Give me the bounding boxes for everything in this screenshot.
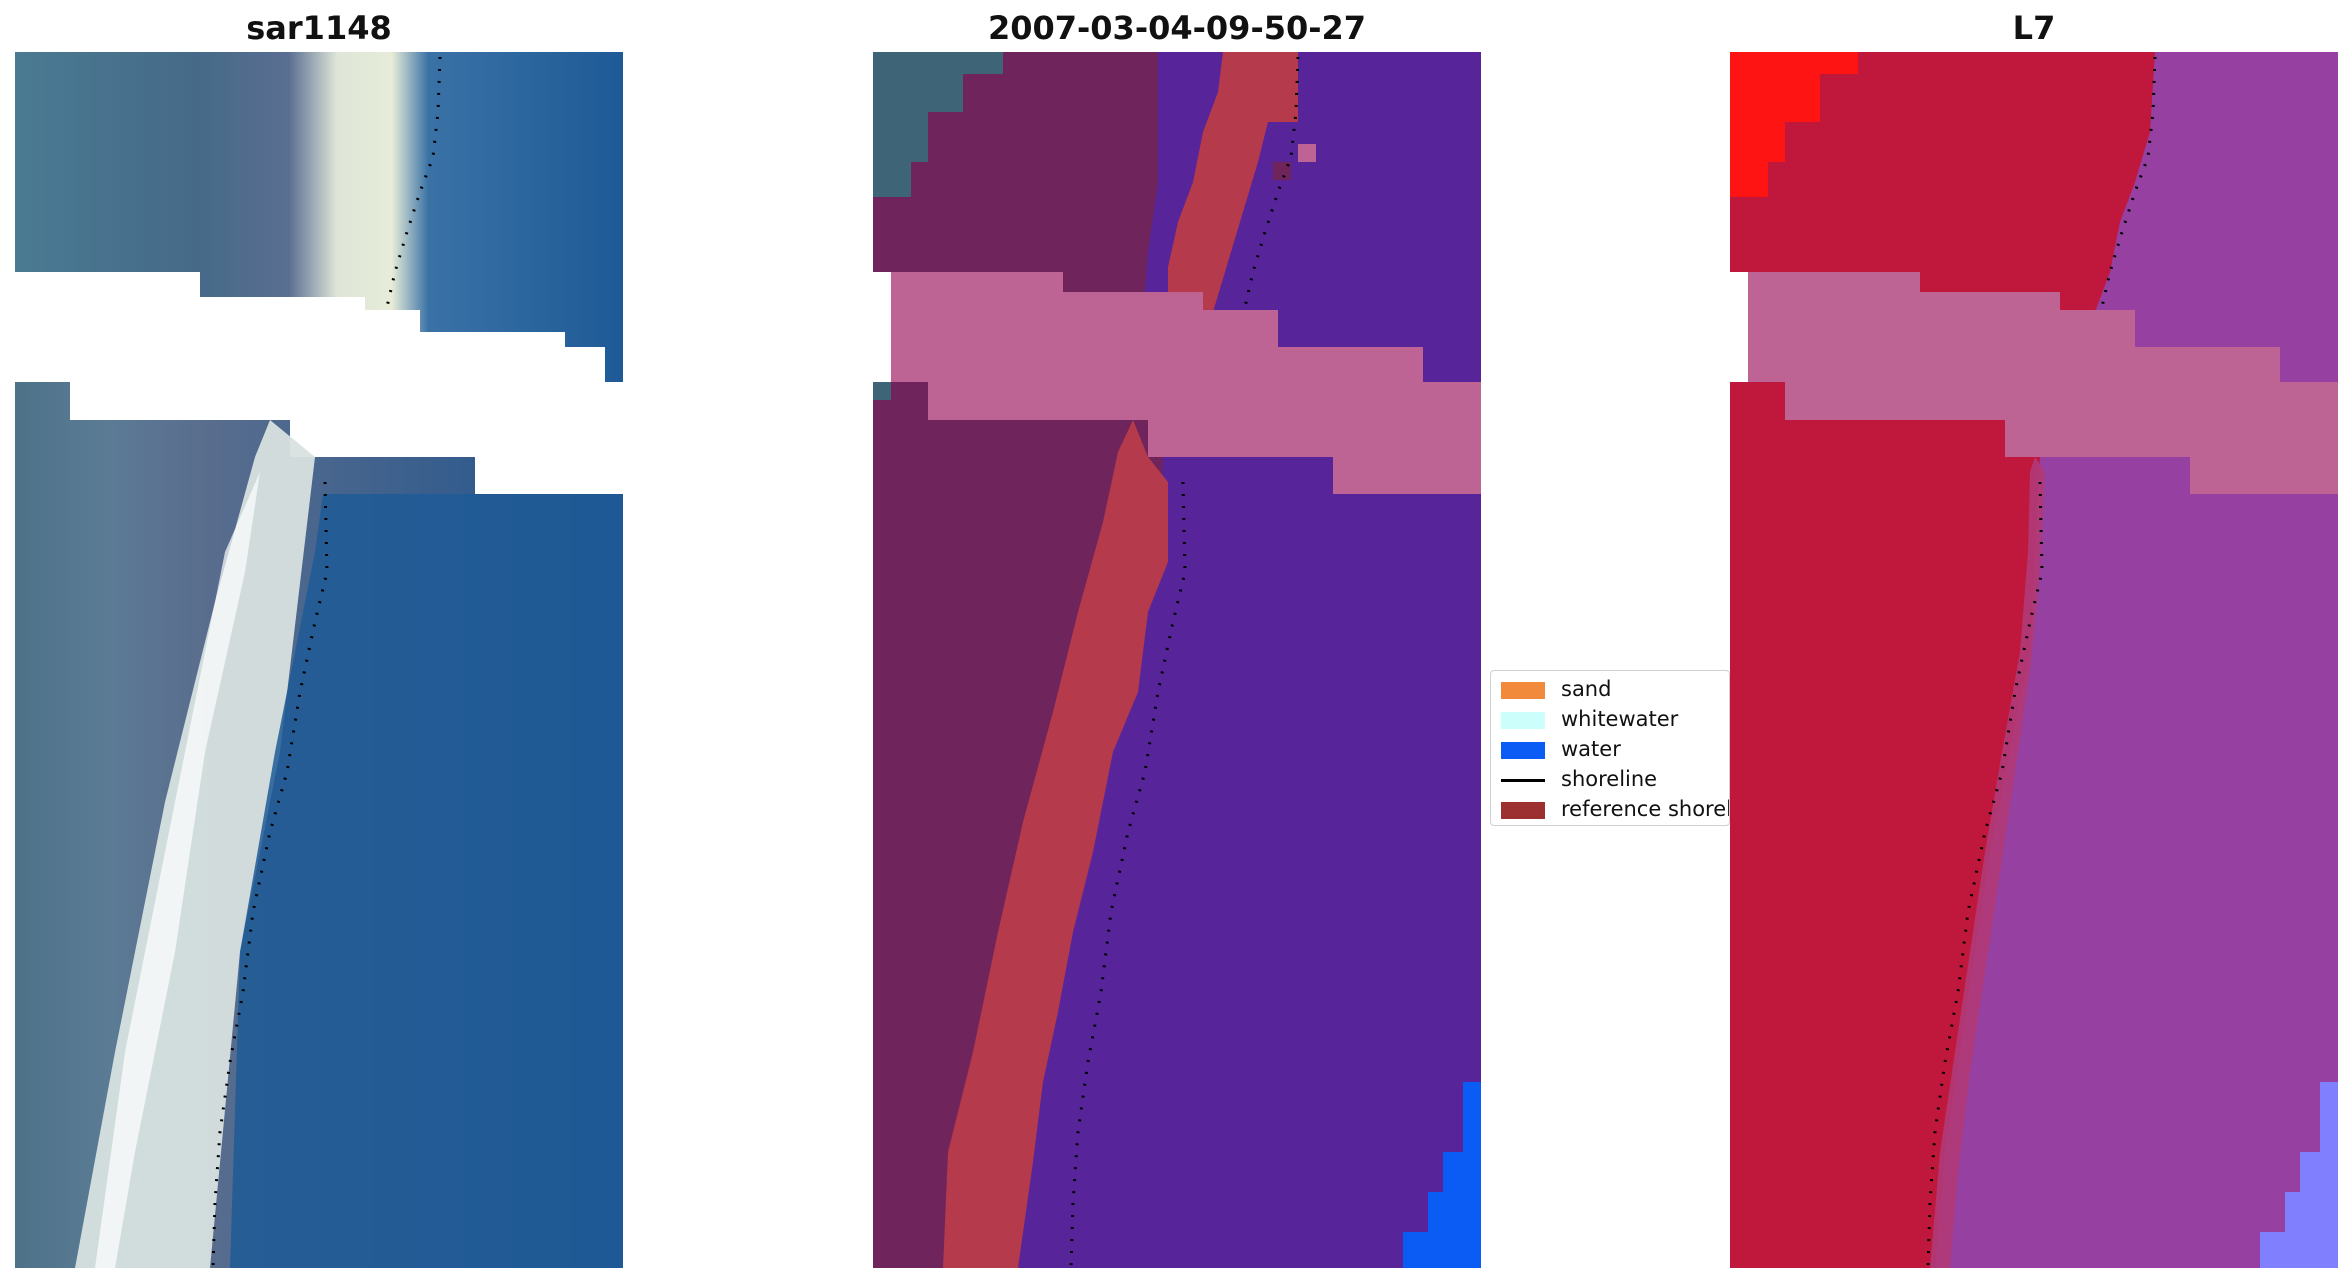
legend-swatch-reference-shoreline [1501,801,1545,819]
legend: sand whitewater water shoreline referenc… [1490,670,1730,826]
legend-label-shoreline: shoreline [1561,767,1658,791]
legend-item-reference-shoreline: reference shoreline [1501,796,1729,822]
legend-item-sand: sand [1501,676,1611,702]
swir-image-panel [1730,52,2338,1268]
legend-swatch-water [1501,741,1545,759]
panel-title-classified: 2007-03-04-09-50-27 [987,9,1367,47]
panel-title-rgb: sar1148 [246,9,392,47]
rgb-image [15,52,623,1268]
legend-swatch-sand [1501,681,1545,699]
legend-label-whitewater: whitewater [1561,707,1679,731]
legend-label-sand: sand [1561,677,1612,701]
rgb-image-panel [15,52,623,1268]
classified-image-panel [873,52,1481,1268]
legend-item-shoreline: shoreline [1501,766,1657,792]
legend-item-whitewater: whitewater [1501,706,1678,732]
swir-image [1730,52,2338,1268]
legend-swatch-whitewater [1501,711,1545,729]
classified-image [873,52,1481,1268]
legend-item-water: water [1501,736,1621,762]
panel-title-swir: L7 [2012,9,2056,47]
legend-line-shoreline [1501,778,1545,782]
legend-label-reference-shoreline: reference shoreline [1561,797,1729,821]
legend-label-water: water [1561,737,1621,761]
